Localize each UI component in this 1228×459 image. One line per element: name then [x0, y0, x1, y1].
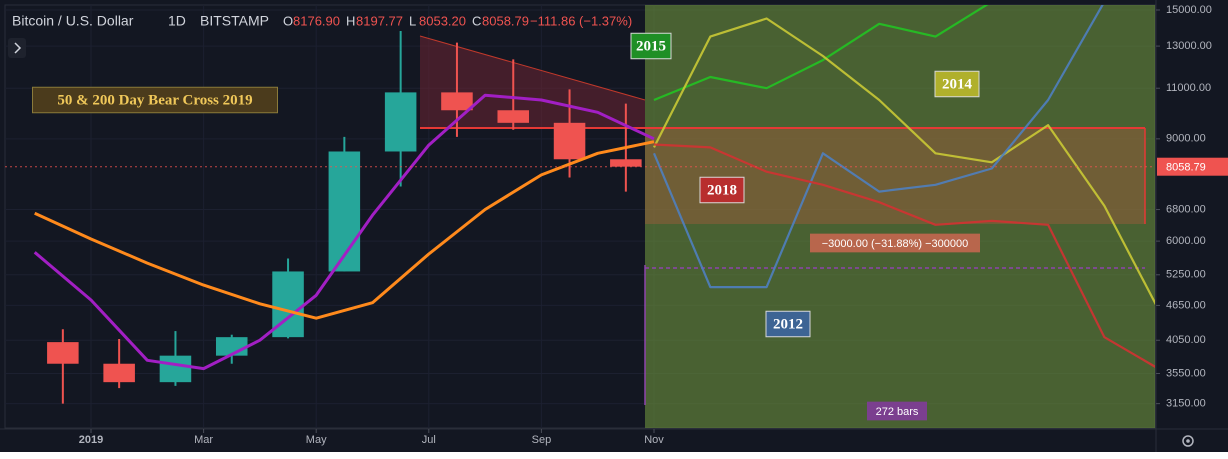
series-line [653, 17, 1155, 306]
marks [5, 5, 1155, 404]
label-text: 2015 [636, 38, 666, 54]
y-tick-label: 5250.00 [1166, 269, 1206, 281]
candle-body [328, 151, 361, 272]
candle-body [47, 342, 79, 364]
chevron-icon[interactable] [14, 42, 22, 54]
candle-body [384, 92, 417, 152]
y-tick-label: 3550.00 [1166, 367, 1206, 379]
label-box [32, 86, 278, 114]
y-tick-label: 3150.00 [1166, 398, 1206, 410]
candle-body [553, 122, 586, 160]
quote-key: C [472, 13, 481, 28]
last-price-box [1157, 157, 1228, 176]
label-text: −3000.00 (−31.88%) −300000 [822, 238, 969, 250]
candle-body [159, 355, 192, 383]
label-text: 2012 [773, 316, 803, 332]
series-line [652, 5, 1104, 289]
exchange: BITSTAMP [200, 13, 269, 29]
quote-key: O [283, 13, 293, 28]
y-tick-label: 4050.00 [1166, 334, 1206, 346]
quote: O 8176.90 H 8197.77 L 8053.20 C 8058.79 −111.86 … [283, 13, 632, 28]
x-tick-label: Nov [644, 434, 664, 446]
interval: 1D [168, 13, 186, 29]
quote-value: 8058.79 [482, 13, 529, 28]
series-line [653, 143, 1155, 368]
y-tick-label: 9000.00 [1166, 133, 1206, 145]
collapse-button[interactable] [8, 38, 26, 58]
gear-center[interactable] [1186, 439, 1190, 443]
x-tick-label: 2019 [79, 434, 103, 446]
y-tick-label: 4650.00 [1166, 299, 1206, 311]
quote-key: L [409, 13, 416, 28]
label-box [934, 70, 980, 98]
gear-icon[interactable] [1182, 435, 1194, 447]
candle-body [497, 110, 530, 123]
label-box [810, 233, 980, 253]
plot-area [5, 5, 1155, 428]
projection-region [645, 5, 1155, 428]
y-tick-label: 6800.00 [1166, 203, 1206, 215]
y-tick-label: 11000.00 [1166, 82, 1211, 94]
quote-key: H [346, 13, 355, 28]
settings-button[interactable] [1182, 435, 1194, 447]
label-text: 272 bars [876, 406, 919, 418]
x-tick-label: Jul [422, 434, 436, 446]
y-tick-label: 15000.00 [1166, 4, 1212, 16]
labels: 3150.00 3550.00 4050.00 4650.00 5250.00 6000.… [32, 4, 1228, 446]
label-box [699, 176, 745, 204]
label-box [630, 32, 672, 60]
x-tick-label: Sep [532, 434, 552, 446]
label-box [867, 401, 927, 421]
series-line [653, 5, 989, 102]
symbol: Bitcoin / U.S. Dollar [12, 13, 134, 29]
quote-value: 8176.90 [293, 13, 340, 28]
x-tick-label: May [306, 434, 327, 446]
x-tick-label: Mar [194, 434, 213, 446]
last-price-label: 8058.79 [1166, 162, 1206, 174]
quote-value: 8053.20 [419, 13, 466, 28]
quote-change: −111.86 (−1.37%) [530, 13, 632, 28]
y-tick-label: 6000.00 [1166, 235, 1206, 247]
button-bg[interactable] [8, 38, 26, 58]
candle-body [103, 363, 135, 383]
quote-value: 8197.77 [356, 13, 403, 28]
label-text: 2018 [707, 182, 737, 198]
label-text: 2014 [942, 76, 973, 92]
series-line [33, 93, 655, 371]
series-line [34, 140, 655, 320]
label-box [765, 310, 811, 338]
y-tick-label: 13000.00 [1166, 40, 1212, 52]
label-text: 50 & 200 Day Bear Cross 2019 [57, 92, 252, 108]
candle-body [610, 159, 642, 167]
candle-body [441, 92, 473, 111]
